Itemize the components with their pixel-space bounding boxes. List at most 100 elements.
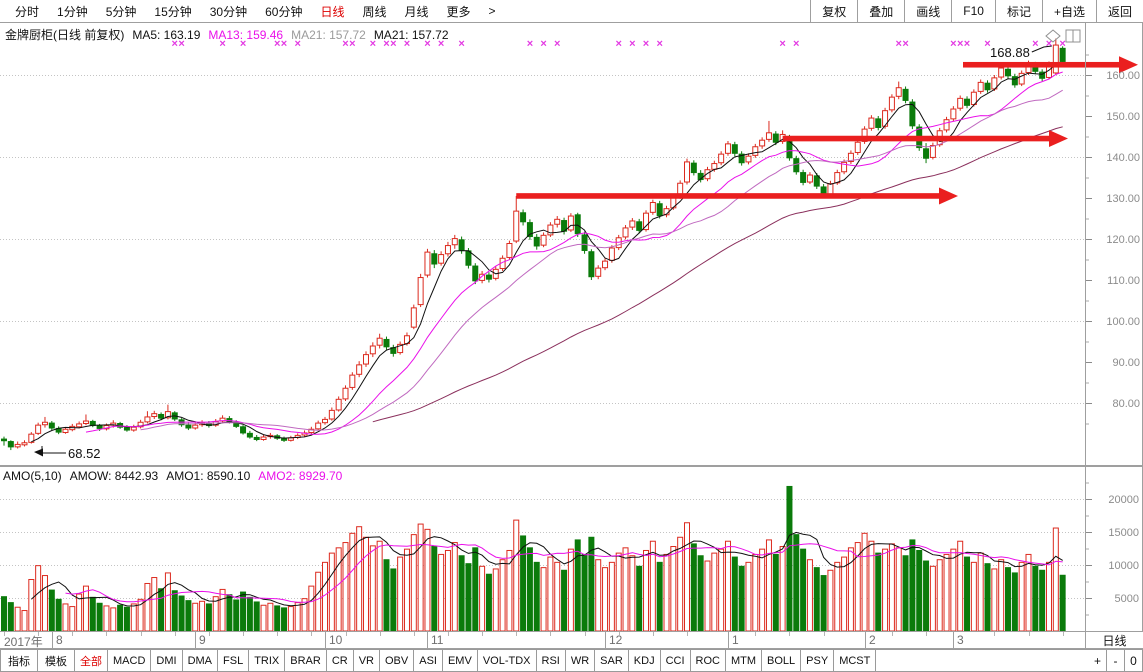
indicator-tab-ROC[interactable]: ROC [690,649,726,672]
ma-label: MA21: 157.72 [373,28,449,42]
svg-text:×: × [527,38,533,50]
period-tab-30分钟[interactable]: 30分钟 [209,4,248,19]
svg-text:×: × [404,38,410,50]
zoom-button-in[interactable]: + [1089,649,1107,672]
day-tick [448,632,449,636]
indicator-tab-全部[interactable]: 全部 [75,649,108,672]
day-tick [141,632,142,636]
indicator-tab-CCI[interactable]: CCI [660,649,691,672]
period-tab-周线[interactable]: 周线 [362,4,387,19]
svg-text:×: × [424,38,430,50]
indicator-tab-EMV[interactable]: EMV [442,649,478,672]
day-tick [824,632,825,636]
day-tick [277,632,278,636]
trend-arrows [516,56,1138,205]
period-tab-60分钟[interactable]: 60分钟 [265,4,303,19]
amo-label: AMO2: 8929.70 [258,469,343,483]
day-tick [414,632,415,636]
month-tick [195,632,196,648]
indicator-tab-VOL-TDX[interactable]: VOL-TDX [477,649,537,672]
svg-text:×: × [349,38,355,50]
indicator-tab-ASI[interactable]: ASI [414,649,443,672]
period-tabs: 分时 1分钟 5分钟 15分钟 30分钟 60分钟 日线 周线 月线 更多 > [0,0,505,22]
indicator-tab-KDJ[interactable]: KDJ [628,649,661,672]
toolbar-button-返回[interactable]: 返回 [1095,0,1143,22]
period-tab-分时[interactable]: 分时 [15,4,40,19]
svg-text:×: × [383,38,389,50]
amo-header: AMO(5,10) AMOW: 8442.93 AMO1: 8590.10 AMO2:… [3,469,350,483]
indicator-tab-MACD[interactable]: MACD [108,649,152,672]
indicator-tab-TRIX[interactable]: TRIX [249,649,286,672]
indicator-tab-DMI[interactable]: DMI [151,649,183,672]
chart-title-line: 金牌厨柜(日线 前复权) MA5: 163.19 MA13: 159.46 MA21:… [5,26,465,43]
period-tab-5分钟[interactable]: 5分钟 [105,4,137,19]
month-tick [605,632,606,648]
security-title: 金牌厨柜(日线 前复权) [5,28,125,42]
indicator-tab-DMA[interactable]: DMA [182,649,219,672]
svg-text:20000: 20000 [1108,494,1139,506]
period-tab-1分钟[interactable]: 1分钟 [57,4,88,19]
toolbar-button-叠加[interactable]: 叠加 [857,0,904,22]
svg-text:×: × [643,38,649,50]
period-tab-日线[interactable]: 日线 [320,4,345,19]
indicator-tab-RSI[interactable]: RSI [536,649,566,672]
svg-text:×: × [370,38,376,50]
month-tick [953,632,954,648]
indicator-tab-指标[interactable]: 指标 [0,649,38,672]
zoom-button-out[interactable]: - [1107,649,1125,672]
month-label-2: 2 [869,633,876,647]
svg-text:×: × [458,38,464,50]
svg-text:×: × [957,38,963,50]
svg-text:×: × [1059,38,1065,50]
svg-text:×: × [779,38,785,50]
svg-text:15000: 15000 [1108,527,1139,539]
amo-bars [1,485,1066,632]
day-tick [1063,632,1064,636]
svg-text:×: × [950,38,956,50]
toolbar-button-标记[interactable]: 标记 [994,0,1042,22]
month-label-3: 3 [957,633,964,647]
period-tab-15分钟[interactable]: 15分钟 [154,4,192,19]
indicator-tab-PSY[interactable]: PSY [801,649,835,672]
period-tab-月线[interactable]: 月线 [404,4,429,19]
toolbar-button-复权[interactable]: 复权 [810,0,857,22]
ma-label: MA13: 159.46 [208,28,284,42]
month-tick [427,632,428,648]
period-tab-更多[interactable]: 更多 [446,4,471,19]
period-tab->[interactable]: > [488,4,496,18]
toolbar-button-F10[interactable]: F10 [951,0,995,22]
indicator-tab-BOLL[interactable]: BOLL [762,649,802,672]
indicator-tab-BRAR[interactable]: BRAR [285,649,327,672]
indicator-tab-模板[interactable]: 模板 [38,649,75,672]
toolbar-button-+自选[interactable]: +自选 [1041,0,1096,22]
day-tick [482,632,483,636]
trend-arrow [782,135,1050,142]
amo-label: AMO(5,10) [3,469,62,483]
month-label-12: 12 [609,633,623,647]
indicator-tab-CR[interactable]: CR [326,649,354,672]
indicator-tab-MCST[interactable]: MCST [834,649,877,672]
zoom-button-reset[interactable]: 0 [1125,649,1143,672]
svg-text:100.00: 100.00 [1106,316,1140,328]
svg-text:×: × [219,38,225,50]
indicator-tab-SAR[interactable]: SAR [595,649,629,672]
price-chart[interactable]: × × × × × × × × × × × × × × × × × × × × × × × × × × × × × × × × × ×168.88… [0,23,1143,466]
day-tick [994,632,995,636]
indicator-tab-VR[interactable]: VR [353,649,380,672]
day-tick [619,632,620,636]
indicator-tab-FSL[interactable]: FSL [218,649,250,672]
indicator-tab-OBV[interactable]: OBV [380,649,415,672]
amo-chart[interactable]: 20000 15000 10000 5000 [0,466,1143,632]
svg-text:×: × [342,38,348,50]
indicator-tab-MTM[interactable]: MTM [725,649,763,672]
period-corner-label: 日线 [1085,632,1143,648]
svg-text:168.88: 168.88 [990,45,1030,60]
svg-text:120.00: 120.00 [1106,234,1140,246]
day-tick [892,632,893,636]
toolbar-button-画线[interactable]: 画线 [904,0,951,22]
candles [1,38,1066,451]
indicator-tab-WR[interactable]: WR [565,649,596,672]
svg-text:×: × [793,38,799,50]
day-tick [585,632,586,636]
svg-text:90.00: 90.00 [1112,357,1140,369]
